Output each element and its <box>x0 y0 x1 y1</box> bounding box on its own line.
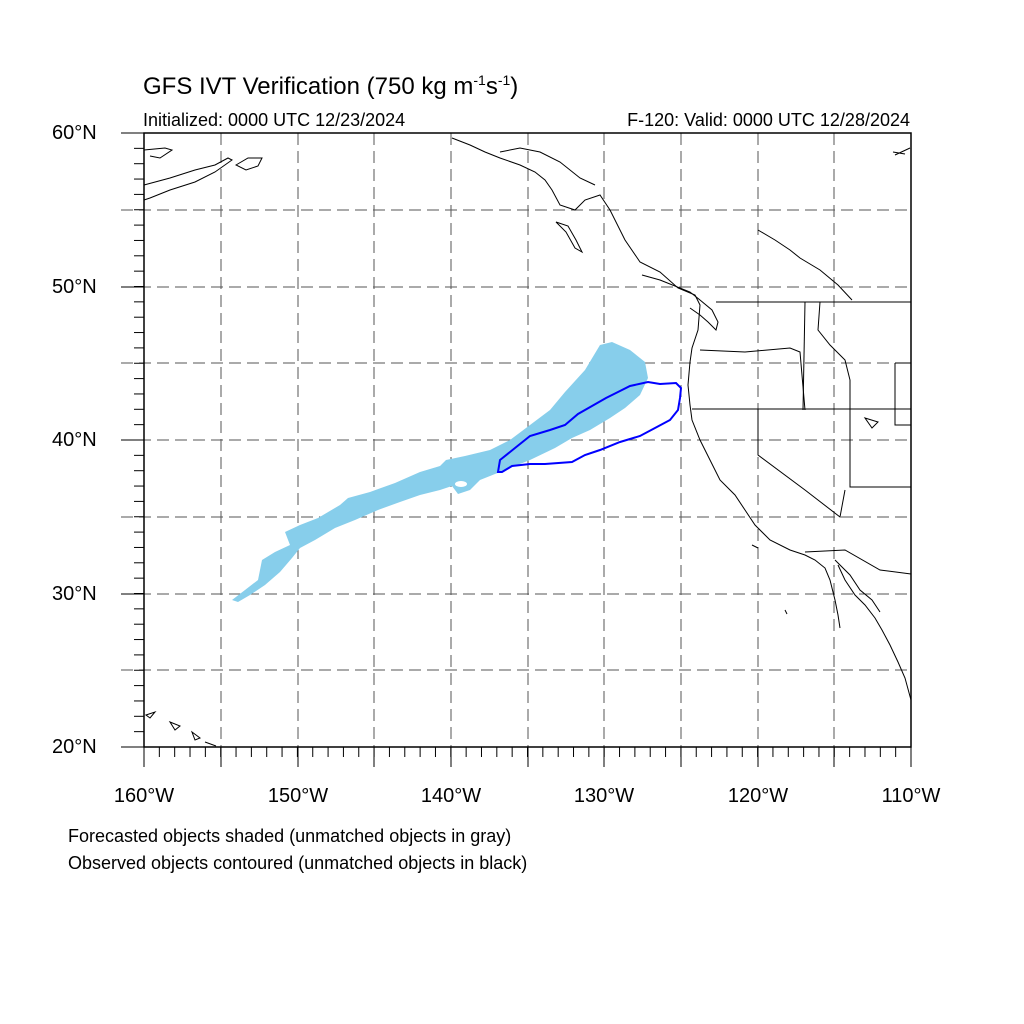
lon-label-160w: 160°W <box>113 785 175 807</box>
note-forecast: Forecasted objects shaded (unmatched obj… <box>68 826 512 846</box>
observed-ivt-contour <box>496 380 683 473</box>
forecast-ivt-object <box>232 342 648 602</box>
chart-title: GFS IVT Verification (750 kg m-1s-1) <box>143 72 518 101</box>
lon-label-120w: 120°W <box>727 785 789 807</box>
lat-label-50: 50°N <box>52 276 97 298</box>
political-borders <box>692 301 912 575</box>
lon-label-130w: 130°W <box>573 785 635 807</box>
lon-label-140w: 140°W <box>420 785 482 807</box>
note-observed: Observed objects contoured (unmatched ob… <box>68 853 528 873</box>
lon-label-110w: 110°W <box>881 785 941 807</box>
forecast-ivt-hole <box>455 481 467 487</box>
title-prefix: GFS IVT Verification (750 kg m <box>143 73 474 100</box>
lat-label-40: 40°N <box>52 429 97 451</box>
initialized-text: Initialized: 0000 UTC 12/23/2024 <box>143 110 406 130</box>
title-mid: s <box>485 73 498 100</box>
lat-label-30: 30°N <box>52 583 97 605</box>
valid-text: F-120: Valid: 0000 UTC 12/28/2024 <box>627 110 910 130</box>
lat-label-60: 60°N <box>52 122 97 144</box>
gridlines <box>121 133 911 747</box>
lat-label-20: 20°N <box>52 736 97 758</box>
title-exp2: -1 <box>497 72 511 88</box>
minor-tick-marks <box>134 132 897 757</box>
coastlines <box>143 137 912 747</box>
lon-label-150w: 150°W <box>267 785 329 807</box>
title-exp1: -1 <box>473 72 486 88</box>
title-suffix: ) <box>510 73 519 100</box>
